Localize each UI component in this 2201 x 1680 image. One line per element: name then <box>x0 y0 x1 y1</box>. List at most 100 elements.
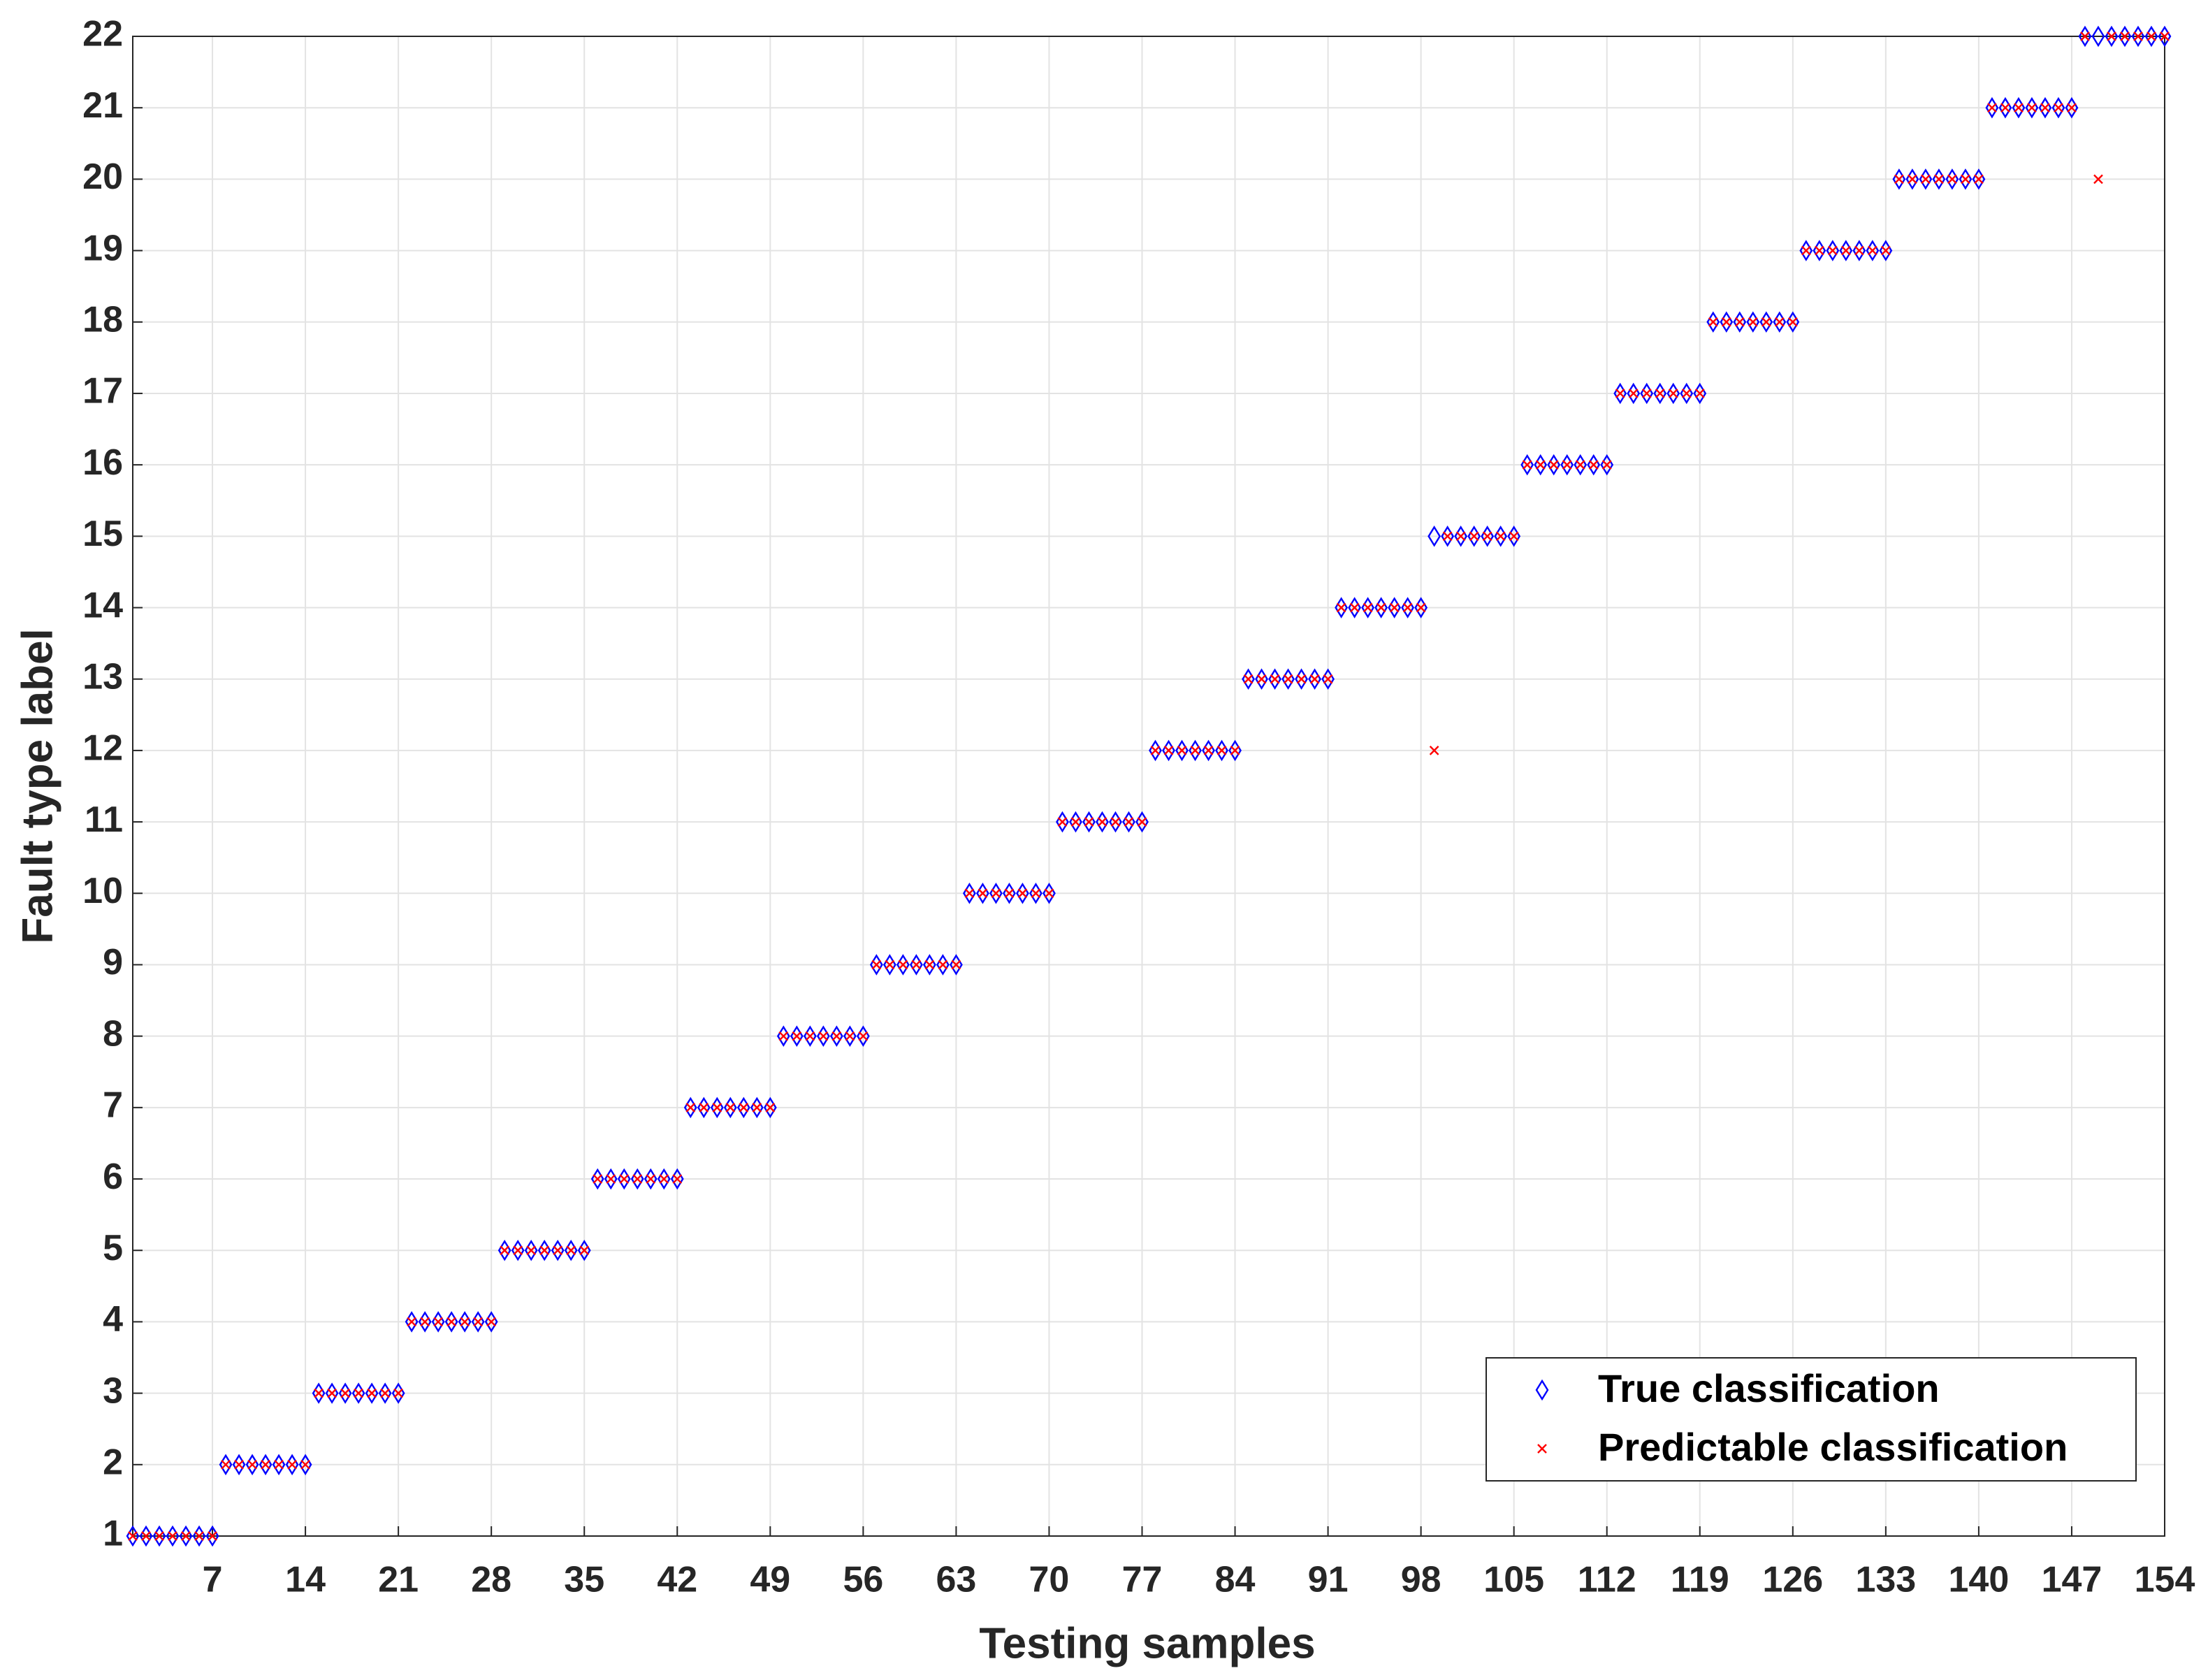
y-tick-label: 22 <box>82 14 123 55</box>
x-marker <box>1708 317 1718 327</box>
x-marker <box>1376 602 1386 613</box>
plot-frame <box>132 36 2165 1537</box>
x-marker <box>1031 888 1041 899</box>
x-marker <box>1309 674 1320 684</box>
y-tick-label: 6 <box>103 1157 123 1197</box>
x-marker <box>1124 817 1134 827</box>
x-marker <box>1947 174 1957 184</box>
x-marker <box>1868 245 1877 256</box>
x-marker <box>1655 389 1665 398</box>
x-tick-label: 105 <box>1483 1560 1544 1600</box>
y-tick-label: 12 <box>82 728 123 769</box>
x-marker <box>566 1245 576 1256</box>
x-marker <box>2027 103 2037 113</box>
x-marker <box>672 1174 683 1184</box>
x-marker <box>1681 389 1692 398</box>
x-marker <box>1469 531 1479 542</box>
x-marker <box>725 1103 736 1113</box>
x-marker <box>1801 245 1811 256</box>
x-marker <box>2067 103 2077 113</box>
y-tick-label: 1 <box>103 1514 123 1554</box>
x-marker <box>1562 460 1572 470</box>
x-marker <box>1748 317 1758 327</box>
x-marker <box>367 1388 377 1398</box>
x-marker <box>1894 174 1904 184</box>
x-marker <box>2040 103 2050 113</box>
x-marker <box>978 888 988 899</box>
y-axis-label: Fault type label <box>13 628 61 943</box>
x-marker <box>1455 531 1466 542</box>
x-marker <box>646 1174 656 1184</box>
x-marker <box>221 1459 231 1470</box>
x-marker <box>141 1531 151 1541</box>
x-marker <box>2093 174 2103 184</box>
y-tick-label: 21 <box>82 85 123 126</box>
legend-label: Predictable classification <box>1598 1425 2068 1469</box>
diamond-marker <box>2091 25 2105 48</box>
x-marker <box>1349 602 1360 613</box>
x-marker <box>831 1031 842 1041</box>
x-marker <box>2146 31 2156 41</box>
x-marker <box>632 1174 643 1184</box>
x-tick-label: 147 <box>2042 1560 2102 1600</box>
x-marker <box>1548 460 1559 470</box>
x-marker <box>964 888 975 899</box>
x-tick-label: 126 <box>1762 1560 1823 1600</box>
x-marker <box>924 960 935 970</box>
legend-marker <box>1537 1444 1547 1454</box>
x-marker <box>1270 674 1280 684</box>
x-marker <box>300 1459 310 1470</box>
x-marker <box>1110 817 1121 827</box>
x-marker <box>2107 31 2116 41</box>
x-marker <box>1787 317 1798 327</box>
x-axis-label: Testing samples <box>979 1619 1315 1667</box>
x-marker <box>1761 317 1771 327</box>
x-marker <box>2000 103 2010 113</box>
x-marker <box>845 1031 855 1041</box>
y-tick-label: 14 <box>82 585 123 625</box>
x-marker <box>1097 817 1107 827</box>
x-marker <box>1575 460 1585 470</box>
x-marker <box>1163 746 1174 755</box>
x-marker <box>1150 746 1161 755</box>
x-tick-label: 42 <box>657 1560 697 1600</box>
x-marker <box>1416 602 1426 613</box>
x-marker <box>739 1103 749 1113</box>
x-marker <box>765 1103 776 1113</box>
x-marker <box>2080 31 2090 41</box>
x-marker <box>1084 817 1094 827</box>
x-marker <box>1694 389 1705 398</box>
x-marker <box>1908 174 1917 184</box>
x-tick-label: 70 <box>1029 1560 1070 1600</box>
x-marker <box>1827 245 1838 256</box>
x-marker <box>593 1174 603 1184</box>
x-marker <box>168 1531 177 1541</box>
x-marker <box>526 1245 537 1256</box>
x-marker <box>991 888 1001 899</box>
y-tick-label: 9 <box>103 942 123 983</box>
x-marker <box>778 1031 789 1041</box>
x-marker <box>181 1531 191 1541</box>
x-tick-label: 63 <box>936 1560 976 1600</box>
diamond-marker <box>1428 526 1441 547</box>
x-tick-label: 7 <box>203 1560 223 1600</box>
x-marker <box>553 1245 563 1256</box>
y-tick-label: 13 <box>82 656 123 697</box>
x-marker <box>1721 317 1731 327</box>
x-marker <box>433 1317 443 1327</box>
x-marker <box>712 1103 722 1113</box>
x-tick-label: 28 <box>471 1560 511 1600</box>
x-marker <box>500 1245 510 1256</box>
legend-box <box>1486 1357 2137 1482</box>
x-marker <box>2014 103 2024 113</box>
x-marker <box>1921 174 1931 184</box>
x-tick-label: 14 <box>285 1560 326 1600</box>
x-marker <box>1881 245 1891 256</box>
x-marker <box>1522 460 1532 470</box>
x-marker <box>287 1459 297 1470</box>
x-marker <box>1230 746 1240 755</box>
y-tick-label: 10 <box>82 871 123 911</box>
y-tick-label: 7 <box>103 1085 123 1126</box>
x-marker <box>420 1317 430 1327</box>
x-marker <box>327 1388 337 1398</box>
